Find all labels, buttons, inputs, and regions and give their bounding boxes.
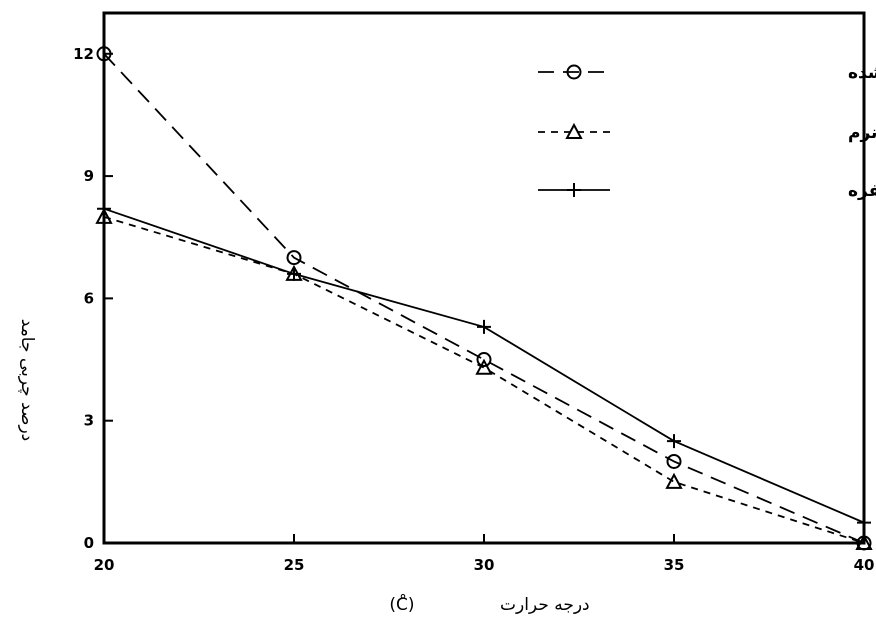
data-point-plus bbox=[667, 434, 681, 449]
data-point-triangle bbox=[665, 472, 683, 489]
data-point-circle bbox=[476, 352, 492, 368]
legend-marker-plus bbox=[567, 183, 581, 197]
series-line bbox=[103, 53, 865, 544]
y-tick-label: 9 bbox=[84, 167, 94, 185]
y-tick-label: 0 bbox=[84, 534, 94, 552]
series-plus bbox=[97, 201, 871, 530]
data-point-plus bbox=[477, 319, 491, 334]
legend-label: مارگارین نرم bbox=[848, 122, 876, 143]
x-tick-label: 30 bbox=[474, 556, 495, 574]
legend-label: نمونه تغییراستری شده bbox=[848, 63, 876, 83]
data-point-triangle bbox=[475, 358, 493, 375]
data-point-triangle bbox=[855, 533, 873, 550]
x-axis-title: درجه حرارت bbox=[500, 595, 590, 615]
series-layer bbox=[95, 46, 873, 551]
y-tick-label: 6 bbox=[84, 289, 94, 307]
data-point-plus bbox=[857, 515, 871, 530]
series-triangle bbox=[95, 207, 873, 550]
data-point-circle bbox=[96, 46, 112, 62]
data-point-circle bbox=[286, 250, 302, 266]
plot-frame bbox=[102, 11, 866, 545]
data-point-triangle bbox=[95, 207, 113, 224]
legend-marker-triangle bbox=[565, 122, 583, 139]
data-point-plus bbox=[97, 201, 111, 216]
legend-marker-circle bbox=[566, 64, 582, 80]
x-tick-label: 35 bbox=[664, 556, 685, 574]
data-point-circle bbox=[666, 453, 682, 469]
series-circle bbox=[96, 46, 872, 551]
x-axis-ticks: 20 25 30 35 40 bbox=[94, 534, 875, 574]
series-line bbox=[103, 215, 865, 544]
x-axis-unit: (C̊) bbox=[389, 594, 414, 615]
x-tick-label: 20 bbox=[94, 556, 115, 574]
x-tick-label: 25 bbox=[284, 556, 305, 574]
data-point-plus bbox=[287, 266, 301, 281]
y-tick-label: 12 bbox=[73, 45, 94, 63]
legend: نمونه تغییراستری شده مارگارین نرم مارگارین… bbox=[538, 63, 876, 201]
legend-label: مارگارین سفره bbox=[848, 180, 876, 201]
y-tick-label: 3 bbox=[84, 412, 94, 430]
y-axis-title: درصد چربی جامد bbox=[17, 319, 37, 441]
y-axis-ticks: 0 3 6 9 12 bbox=[73, 45, 113, 552]
x-tick-label: 40 bbox=[854, 556, 875, 574]
